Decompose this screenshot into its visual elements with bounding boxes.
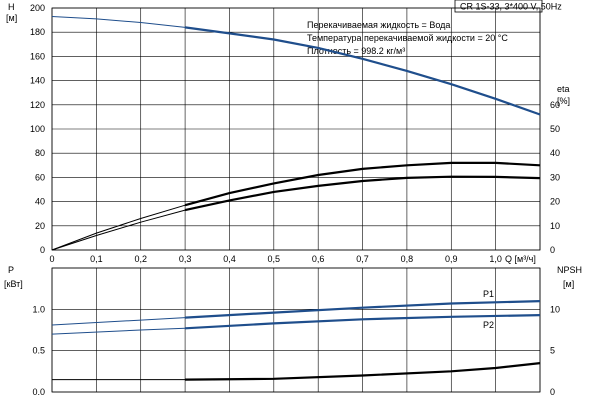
y-left-tick-label: 1.0 [32, 304, 45, 314]
y-right-tick-label: 60 [550, 100, 560, 110]
top-right-axis-label-1: eta [557, 84, 570, 94]
info-line-fluid: Перекачиваемая жидкость = Вода [307, 20, 450, 30]
curve-0-1-operating [184, 161, 541, 207]
y-left-tick-label: 100 [30, 124, 45, 134]
x-tick-label: 0,2 [134, 254, 147, 264]
x-axis-label: Q [м³/ч] [505, 254, 536, 264]
bottom-left-axis-label-1: P [8, 265, 14, 275]
y-right-tick-label: 50 [550, 124, 560, 134]
x-tick-label: 0,5 [268, 254, 281, 264]
x-tick-label: 0,1 [90, 254, 103, 264]
plot-frame-1 [51, 267, 541, 393]
bottom-right-axis-label-2: [м] [563, 279, 574, 289]
y-left-tick-label: 120 [30, 100, 45, 110]
info-line-density: Плотность = 998.2 кг/м³ [307, 46, 405, 56]
header-title-box [454, 0, 543, 13]
y-left-tick-label: 0 [40, 245, 45, 255]
y-left-tick-label: 140 [30, 76, 45, 86]
y-left-tick-label: 40 [35, 197, 45, 207]
header-title: CR 1S-33, 3*400 V, 50Hz [460, 2, 562, 12]
y-left-tick-label: 80 [35, 148, 45, 158]
y-right-tick-label: 40 [550, 148, 560, 158]
y-right-tick-label: 10 [550, 304, 560, 314]
curve-0-2-operating [184, 175, 541, 212]
curve-0-2 [51, 176, 541, 251]
y-right-tick-label: 0 [550, 387, 555, 397]
curve-0-0 [51, 16, 541, 115]
x-tick-label: 1,0 [489, 254, 502, 264]
x-tick-label: 0,6 [312, 254, 325, 264]
top-left-axis-label-2: [м] [6, 13, 17, 23]
y-right-tick-label: 30 [550, 172, 560, 182]
y-left-tick-label: 200 [30, 3, 45, 13]
x-tick-label: 0,7 [356, 254, 369, 264]
y-left-tick-label: 60 [35, 172, 45, 182]
bottom-right-axis-label-1: NPSH [557, 265, 582, 275]
top-left-axis-label-1: H [8, 2, 15, 12]
x-tick-label: 0,8 [401, 254, 414, 264]
x-tick-label: 0,4 [223, 254, 236, 264]
y-left-tick-label: 0.0 [32, 387, 45, 397]
y-right-tick-label: 5 [550, 346, 555, 356]
x-tick-label: 0,3 [179, 254, 192, 264]
series-label-p1: P1 [483, 289, 494, 299]
y-right-tick-label: 10 [550, 221, 560, 231]
x-tick-label: 0,9 [445, 254, 458, 264]
info-line-temperature: Температура перекачиваемой жидкости = 20… [307, 33, 508, 43]
curve-0-0-operating [184, 26, 541, 116]
y-left-tick-label: 0.5 [32, 346, 45, 356]
curve-p1-operating [185, 300, 541, 319]
top-right-axis-label-2: [%] [557, 96, 570, 106]
series-label-p2: P2 [483, 320, 494, 330]
curve-p2-operating [185, 314, 541, 330]
curve-p2 [51, 314, 541, 335]
y-right-tick-label: 0 [550, 245, 555, 255]
curve-1-2-operating [185, 362, 541, 381]
x-tick-label: 0 [49, 254, 54, 264]
y-left-tick-label: 180 [30, 27, 45, 37]
y-left-tick-label: 20 [35, 221, 45, 231]
y-right-tick-label: 20 [550, 197, 560, 207]
y-left-tick-label: 160 [30, 51, 45, 61]
bottom-left-axis-label-2: [кВт] [4, 279, 23, 289]
